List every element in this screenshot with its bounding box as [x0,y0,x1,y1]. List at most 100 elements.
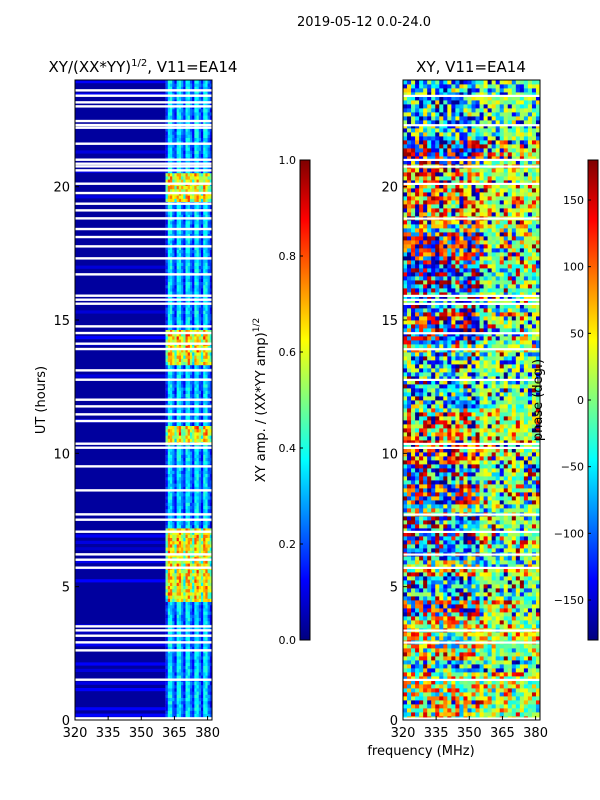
phase-cell [423,688,428,693]
amplitude-cell [200,387,204,391]
amplitude-cell [75,150,166,154]
amplitude-cell [172,278,175,282]
amplitude-cell [181,198,184,202]
amplitude-flag-gap-27 [75,302,212,305]
phase-cell [471,648,476,653]
amplitude-cell [174,480,178,484]
phase-cell [499,672,505,677]
amplitude-cell [174,409,178,414]
amplitude-cell [172,627,175,631]
phase-cell [471,668,476,673]
phase-cell [523,712,529,717]
amplitude-cell [207,460,211,465]
amplitude-cell [178,144,182,148]
amplitude-cell [174,697,178,702]
amplitude-cell [192,636,195,641]
phase-cell [463,652,468,657]
amplitude-cell [181,502,184,506]
amplitude-cell [209,128,213,132]
amplitude-cell [178,569,182,574]
amplitude-cell [203,316,206,321]
phase-cell [411,668,416,673]
amplitude-cell [194,323,197,327]
amplitude-cell [192,652,195,657]
amplitude-cell [167,416,171,420]
amplitude-cell [174,432,178,436]
amplitude-cell [198,588,202,593]
amplitude-cell [167,505,171,510]
amplitude-cell [194,544,197,548]
amplitude-cell [189,281,193,286]
amplitude-cell [181,195,184,199]
amplitude-cell [200,323,204,327]
amplitude-cell [207,172,211,177]
amplitude-cell [183,163,186,167]
amplitude-cell [205,198,208,202]
phase-cell [435,688,440,693]
amplitude-cell [185,579,189,583]
amplitude-cell [207,371,211,375]
amplitude-cell [194,588,197,593]
phase-cell [499,660,505,665]
amplitude-cell [203,598,206,602]
phase-cell [511,652,517,657]
amplitude-cell [198,361,202,366]
phase-cell [519,692,525,697]
amplitude-cell [203,310,206,314]
amplitude-cell [185,588,189,593]
amplitude-cell [181,467,184,471]
amplitude-cell [189,348,193,353]
amplitude-cell [189,662,193,666]
phase-cell [455,664,460,669]
amplitude-cell [203,220,206,225]
amplitude-cell [172,195,175,199]
amplitude-cell [174,646,178,650]
amplitude-cell [196,425,200,430]
amplitude-cell [196,428,200,433]
amplitude-cell [170,496,173,500]
amplitude-cell [196,502,200,506]
amplitude-cell [181,608,184,612]
amplitude-cell [207,672,211,676]
amplitude-cell [196,438,200,442]
amplitude-cell [194,361,197,366]
amplitude-cell [178,428,182,433]
amplitude-cell [172,601,175,606]
amplitude-cell [194,579,197,583]
amplitude-cell [170,355,173,359]
amplitude-cell [176,531,180,535]
amplitude-cell [183,656,186,660]
amplitude-cell [209,352,213,356]
phase-cell [411,652,416,657]
amplitude-cell [185,563,189,567]
amplitude-cell [192,432,195,436]
amplitude-cell [174,483,178,487]
amplitude-cell [167,617,171,622]
amplitude-cell [207,428,211,433]
amplitude-cell [183,406,186,410]
amplitude-cell [196,323,200,327]
amplitude-cell [209,592,213,596]
amplitude-cell [207,502,211,506]
amplitude-cell [200,486,204,490]
amplitude-cell [209,185,213,190]
amplitude-cell [181,160,184,164]
amplitude-cell [189,665,193,670]
amplitude-cell [167,137,171,142]
amplitude-cell [185,435,189,439]
amplitude-cell [172,380,175,385]
amplitude-cell [187,224,191,228]
amplitude-cell [194,528,197,532]
amplitude-cell [170,329,173,334]
amplitude-cell [207,134,211,138]
amplitude-cell [178,540,182,545]
amplitude-cell [189,179,193,183]
phase-cell [439,704,444,709]
amplitude-cell [200,470,204,474]
amplitude-cell [183,310,186,314]
amplitude-cell [192,617,195,622]
amplitude-cell [200,147,204,151]
amplitude-cell [187,345,191,350]
amplitude-cell [207,233,211,238]
phase-cell [483,660,489,665]
